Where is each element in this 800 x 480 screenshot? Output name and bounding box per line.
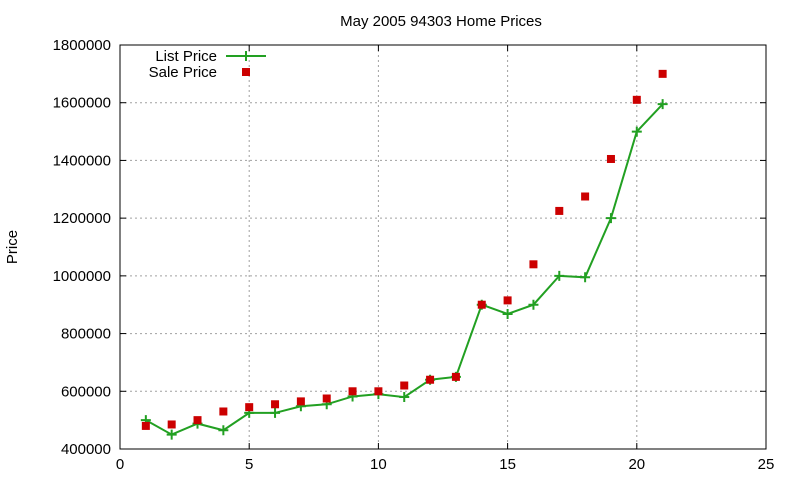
chart-title: May 2005 94303 Home Prices <box>340 13 542 30</box>
y-axis-label: Price <box>4 230 21 264</box>
list-price-point <box>605 213 616 224</box>
sale-price-point <box>658 69 667 78</box>
y-tick-label: 400000 <box>61 441 111 458</box>
list-price-point <box>631 126 642 137</box>
plot-frame <box>119 44 767 450</box>
sale-price-point <box>477 300 486 309</box>
sale-price-point <box>167 420 176 429</box>
sale-price-point <box>348 387 357 396</box>
y-tick-label: 1200000 <box>53 210 111 227</box>
sale-price-point <box>503 296 512 305</box>
y-tick-label: 1600000 <box>53 95 111 112</box>
x-tick-label: 25 <box>758 456 775 473</box>
y-tick-label: 1400000 <box>53 152 111 169</box>
sale-price-point <box>193 416 202 425</box>
x-tick-label: 5 <box>245 456 253 473</box>
sale-price-point <box>245 403 254 412</box>
list-price-point <box>502 308 513 319</box>
sale-price-point <box>529 260 538 269</box>
x-tick-label: 10 <box>370 456 387 473</box>
series-1 <box>141 69 667 430</box>
sale-price-point <box>296 397 305 406</box>
sale-price-point <box>426 375 435 384</box>
sale-price-point <box>632 95 641 104</box>
legend-label: List Price <box>155 48 217 65</box>
x-tick-label: 15 <box>499 456 516 473</box>
y-tick-label: 800000 <box>61 326 111 343</box>
x-axis: 0 5 10 15 20 25 <box>116 45 775 473</box>
series <box>140 69 668 440</box>
sale-price-point <box>581 192 590 201</box>
sale-price-point <box>271 400 280 409</box>
list-price-point <box>657 99 668 110</box>
list-price-point <box>270 407 281 418</box>
list-price-point <box>399 392 410 403</box>
list-price-point <box>218 425 229 436</box>
y-tick-label: 600000 <box>61 383 111 400</box>
sale-price-point <box>555 206 564 215</box>
y-tick-label: 1000000 <box>53 268 111 285</box>
sale-price-point <box>141 421 150 430</box>
list-price-point <box>580 272 591 283</box>
sale-price-point <box>322 394 331 403</box>
y-axis: 400000 600000 800000 1000000 1200000 1400000 1… <box>53 37 766 458</box>
sale-price-point <box>606 154 615 163</box>
list-price-point <box>528 299 539 310</box>
grid <box>120 45 766 449</box>
list-price-point <box>554 270 565 281</box>
x-tick-label: 0 <box>116 456 124 473</box>
legend-label: Sale Price <box>149 64 217 81</box>
list-price-point <box>166 429 177 440</box>
sale-price-point <box>400 381 409 390</box>
sale-price-point <box>451 372 460 381</box>
y-tick-label: 1800000 <box>53 37 111 54</box>
legend-square-swatch <box>242 68 250 76</box>
legend-plus-swatch <box>241 51 251 61</box>
sale-price-point <box>374 387 383 396</box>
sale-price-point <box>219 407 228 416</box>
x-tick-label: 20 <box>628 456 645 473</box>
